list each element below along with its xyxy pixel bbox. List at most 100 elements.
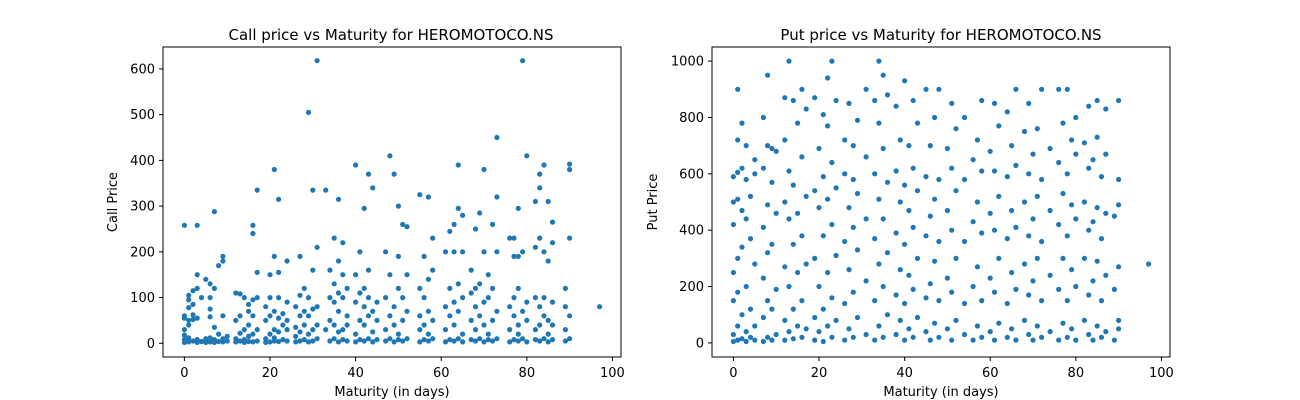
y-tick-label: 100 (130, 291, 155, 306)
data-point (305, 339, 312, 345)
data-point (233, 290, 239, 296)
data-point (181, 327, 187, 333)
data-point (760, 338, 767, 345)
data-point (1069, 267, 1075, 273)
data-point (782, 137, 788, 143)
data-point (825, 269, 831, 276)
data-point (936, 298, 942, 304)
data-point (181, 332, 187, 338)
data-point (880, 283, 886, 290)
data-point (910, 224, 916, 230)
data-point (430, 336, 436, 342)
data-point (765, 143, 771, 149)
data-point (417, 327, 423, 333)
data-point (902, 337, 908, 343)
data-point (481, 166, 487, 173)
data-point (1103, 329, 1109, 335)
data-point (1064, 334, 1070, 340)
data-point (567, 336, 573, 342)
data-point (1094, 205, 1100, 211)
data-point (233, 336, 239, 342)
data-point (340, 327, 346, 333)
data-point (1009, 326, 1015, 332)
data-point (395, 285, 401, 291)
data-point (987, 329, 993, 335)
data-point (468, 337, 474, 343)
data-point (961, 114, 968, 121)
data-point (545, 317, 551, 323)
data-point (425, 276, 431, 282)
data-point (490, 317, 496, 323)
data-point (743, 329, 749, 335)
y-tick-label: 0 (696, 336, 704, 351)
data-point (884, 179, 891, 185)
data-point (944, 275, 951, 281)
data-point (494, 249, 500, 255)
data-point (1081, 255, 1087, 261)
data-point (511, 313, 517, 319)
data-point (1047, 329, 1053, 335)
data-point (1021, 199, 1028, 205)
data-point (203, 336, 209, 342)
data-point (490, 338, 496, 344)
data-point (812, 188, 818, 194)
data-point (1094, 323, 1100, 329)
data-point (1086, 331, 1092, 338)
data-point (842, 337, 848, 343)
data-point (567, 161, 573, 167)
data-point (211, 285, 217, 291)
data-point (387, 153, 393, 159)
data-point (842, 171, 848, 177)
data-point (944, 326, 951, 332)
data-point (216, 263, 222, 269)
data-point (246, 333, 252, 339)
data-point (961, 176, 968, 183)
data-point (451, 221, 457, 227)
data-point (310, 187, 316, 193)
data-point (455, 205, 461, 211)
data-point (927, 143, 933, 149)
data-point (812, 95, 818, 101)
data-point (241, 337, 247, 343)
data-point (944, 145, 951, 152)
data-point (752, 171, 758, 177)
data-point (537, 235, 543, 241)
data-point (739, 165, 745, 171)
data-point (1056, 286, 1062, 292)
data-point (511, 253, 517, 259)
data-point (961, 300, 968, 307)
data-point (246, 338, 252, 345)
data-point (417, 339, 423, 345)
data-point (932, 196, 938, 202)
data-point (1111, 286, 1117, 292)
data-point (906, 207, 912, 214)
data-point (850, 224, 856, 230)
data-point (991, 337, 998, 343)
data-point (391, 171, 397, 177)
data-point (906, 143, 912, 149)
data-point (825, 323, 831, 329)
data-point (515, 253, 521, 259)
data-point (846, 205, 852, 211)
data-point (271, 308, 277, 314)
y-tick-label: 800 (679, 111, 704, 126)
data-point (383, 338, 389, 344)
data-point (790, 241, 796, 247)
data-point (276, 329, 282, 335)
data-point (970, 157, 976, 163)
data-point (387, 272, 393, 278)
data-point (1094, 258, 1100, 264)
data-point (1090, 278, 1096, 284)
data-point (207, 306, 213, 312)
data-point (276, 295, 282, 301)
plot-frame (162, 46, 622, 358)
data-point (833, 97, 839, 104)
data-point (735, 86, 741, 92)
data-point (1060, 255, 1066, 261)
data-point (739, 207, 745, 214)
data-point (549, 219, 556, 225)
x-axis-label: Maturity (in days) (883, 385, 998, 400)
data-point (254, 269, 260, 275)
data-point (1004, 300, 1010, 307)
data-point (820, 233, 826, 239)
